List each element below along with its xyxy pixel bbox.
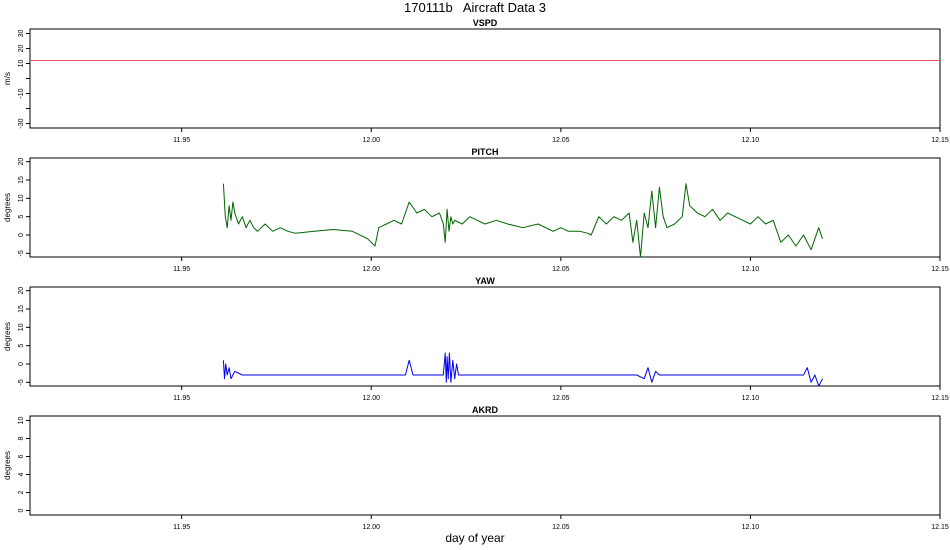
x-tick-label: 12.05 [552, 266, 570, 273]
x-tick-label: 12.10 [742, 266, 760, 273]
plot-frame [29, 286, 941, 387]
y-tick-label: 15 [18, 176, 25, 184]
figure-title: 170111b Aircraft Data 3 [404, 0, 546, 15]
y-tick-label: 10 [18, 417, 25, 425]
y-tick-label: 20 [18, 45, 25, 53]
y-tick-label: 10 [18, 60, 25, 68]
y-tick-label: 8 [18, 436, 25, 440]
panel-title: AKRD [472, 405, 498, 415]
x-tick-label: 11.95 [173, 395, 190, 402]
x-tick-label: 12.15 [931, 137, 949, 144]
panel-akrd: AKRD degrees 0 2 4 6 8 10 11.95 12.00 12.05 12.10 12… [3, 405, 949, 531]
series-line-yaw [222, 352, 823, 387]
y-tick-label: -5 [18, 250, 25, 256]
y-tick-label: 4 [18, 472, 25, 476]
x-tick-label: 12.15 [931, 395, 949, 402]
y-tick-label: 15 [18, 305, 25, 313]
panel-title: YAW [475, 276, 495, 286]
y-tick-label: 0 [18, 362, 25, 366]
y-tick-label: 5 [18, 344, 25, 348]
x-tick-label: 12.00 [362, 137, 380, 144]
x-tick-label: 12.15 [931, 266, 949, 273]
x-tick-label: 11.95 [173, 266, 190, 273]
plot-frame [29, 415, 941, 516]
x-tick-label: 11.95 [173, 137, 190, 144]
x-tick-label: 12.10 [742, 395, 760, 402]
y-axis-label: degrees [3, 193, 12, 222]
x-tick-label: 12.05 [552, 137, 570, 144]
panel-title: PITCH [472, 147, 499, 157]
y-tick-label: 6 [18, 454, 25, 458]
x-tick-label: 12.10 [742, 137, 760, 144]
y-tick-label: 0 [18, 233, 25, 237]
x-tick-label: 11.95 [173, 524, 190, 531]
y-tick-label: 30 [18, 30, 25, 38]
y-tick-label: -30 [18, 118, 25, 128]
y-axis-label: degrees [3, 322, 12, 351]
y-axis-label: degrees [3, 451, 12, 480]
x-tick-label: 12.00 [362, 266, 380, 273]
panel-pitch: PITCH degrees -5 0 5 10 15 20 11.95 12.00 12.05 12.… [3, 147, 949, 273]
y-tick-label: -10 [18, 88, 25, 98]
y-tick-label: 0 [18, 508, 25, 512]
x-tick-label: 12.00 [362, 524, 380, 531]
x-tick-label: 12.15 [931, 524, 949, 531]
y-axis-label: m/s [3, 72, 12, 85]
y-tick-label: 5 [18, 215, 25, 219]
plot-frame [29, 28, 941, 129]
x-tick-label: 12.05 [552, 395, 570, 402]
y-tick-label: 20 [18, 158, 25, 166]
plot-frame [29, 157, 941, 258]
x-tick-label: 12.10 [742, 524, 760, 531]
y-tick-label: -5 [18, 379, 25, 385]
y-tick-label: 20 [18, 287, 25, 295]
series-line-pitch [222, 183, 823, 258]
y-tick-label: 2 [18, 490, 25, 494]
x-axis-label: day of year [445, 531, 505, 545]
panel-vspd: VSPD m/s -30 -10 10 20 30 11.95 12.00 12.05 12.10 1… [3, 18, 949, 144]
panel-title: VSPD [473, 18, 498, 28]
y-tick-label: 10 [18, 323, 25, 331]
y-tick-label: 10 [18, 194, 25, 202]
panel-yaw: YAW degrees -5 0 5 10 15 20 11.95 12.00 12.05 12.10… [3, 276, 949, 402]
x-tick-label: 12.00 [362, 395, 380, 402]
x-tick-label: 12.05 [552, 524, 570, 531]
